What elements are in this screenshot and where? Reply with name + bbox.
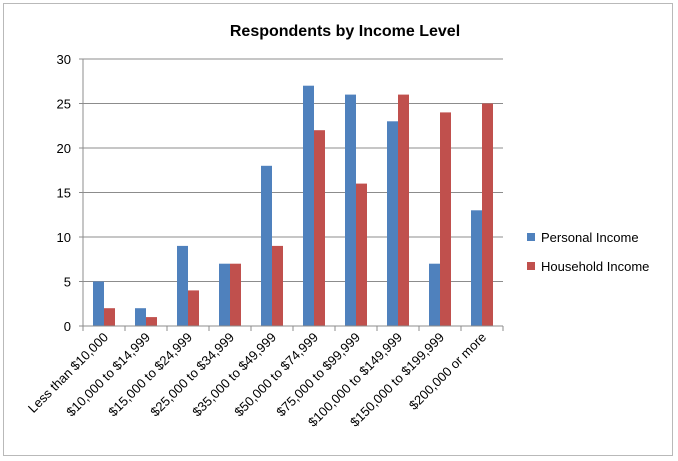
- bar-household-income: [188, 290, 199, 326]
- y-tick-label: 5: [64, 275, 71, 290]
- legend: Personal Income Household Income: [527, 230, 649, 274]
- bar-personal-income: [303, 85, 314, 326]
- bar-personal-income: [93, 281, 104, 326]
- bar-personal-income: [219, 263, 230, 326]
- y-tick-label: 15: [57, 186, 71, 201]
- bar-personal-income: [387, 121, 398, 326]
- y-tick-label: 0: [64, 319, 71, 334]
- bar-personal-income: [177, 245, 188, 326]
- x-axis-ticks: Less than $10,000$10,000 to $14,999$15,0…: [25, 330, 489, 430]
- bar-household-income: [482, 103, 493, 326]
- bar-household-income: [104, 308, 115, 326]
- bar-household-income: [314, 130, 325, 326]
- bars: [93, 85, 493, 327]
- legend-swatch: [527, 262, 535, 270]
- bar-household-income: [230, 263, 241, 326]
- y-tick-label: 25: [57, 97, 71, 112]
- legend-swatch: [527, 233, 535, 241]
- bar-personal-income: [345, 94, 356, 326]
- axes: [79, 58, 504, 331]
- bar-personal-income: [471, 210, 482, 326]
- y-tick-label: 20: [57, 141, 71, 156]
- y-tick-label: 30: [57, 52, 71, 67]
- legend-label: Household Income: [541, 259, 649, 274]
- bar-household-income: [356, 183, 367, 326]
- y-tick-label: 10: [57, 230, 71, 245]
- y-axis-ticks: 0 5 10 15 20 25 30: [57, 52, 71, 334]
- bar-household-income: [272, 245, 283, 326]
- bar-personal-income: [429, 263, 440, 326]
- bar-personal-income: [261, 165, 272, 326]
- bar-household-income: [440, 112, 451, 327]
- bar-personal-income: [135, 308, 146, 326]
- chart-frame: [3, 3, 673, 456]
- bar-household-income: [146, 317, 157, 326]
- bar-household-income: [398, 94, 409, 326]
- legend-label: Personal Income: [541, 230, 639, 245]
- chart-title: Respondents by Income Level: [230, 23, 460, 40]
- x-tick-label: $200,000 or more: [406, 330, 489, 413]
